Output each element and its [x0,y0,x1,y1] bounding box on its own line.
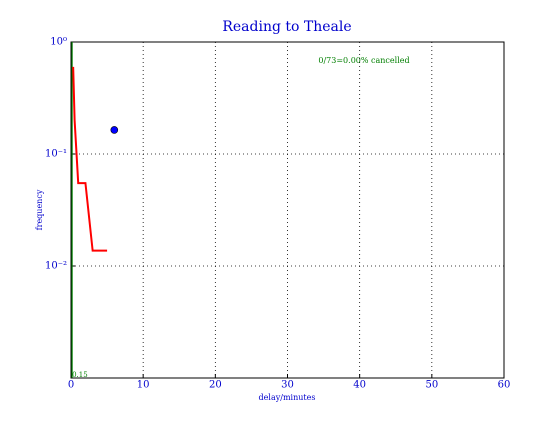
data-line [72,66,108,252]
annotation: 0/73=0.00% cancelled [318,56,409,65]
x-tick-label: 0 [68,380,74,391]
x-tick-label: 20 [209,380,222,391]
y-tick-label: 10⁰ [50,37,67,48]
x-axis-label: delay/minutes [259,393,316,402]
y-tick-label: 10⁻¹ [45,149,67,160]
y-tick-label: 10⁻² [45,261,67,272]
vertical-marker-label: 0.15 [72,371,88,379]
x-tick-label: 10 [137,380,150,391]
x-tick-label: 50 [425,380,438,391]
data-point [110,126,119,134]
plot-frame [70,41,505,379]
x-tick-label: 60 [498,380,511,391]
chart-title: Reading to Theale [222,19,351,35]
x-tick-label: 30 [281,380,294,391]
y-axis-label: frequency [35,189,44,230]
x-tick-label: 40 [353,380,366,391]
